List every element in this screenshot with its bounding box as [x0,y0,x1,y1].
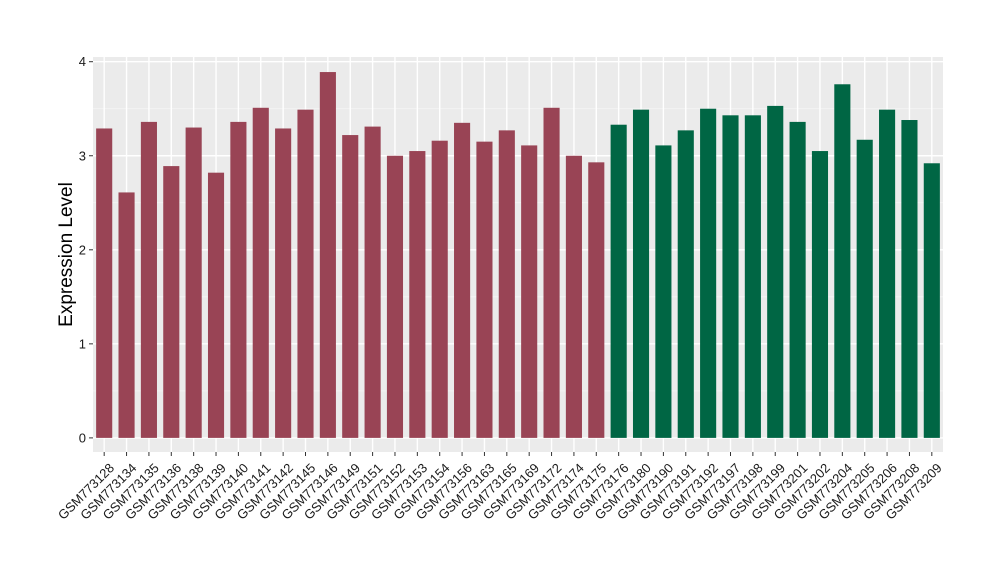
bar-gsm773180 [632,109,650,438]
bar-gsm773134 [118,192,135,438]
bar-gsm773165 [498,130,515,438]
bars [96,72,940,438]
bar-gsm773206 [879,109,896,438]
bar-gsm773198 [744,115,761,438]
y-tick-label: 1 [79,336,86,351]
bar-gsm773204 [834,84,851,438]
bar-gsm773191 [677,130,694,438]
x-axis: GSM773128GSM773134GSM773135GSM773136GSM7… [55,452,945,523]
bar-gsm773174 [565,155,582,438]
bar-gsm773138 [185,127,202,438]
bar-gsm773135 [140,121,157,438]
bar-gsm773209 [923,163,940,438]
y-tick-label: 4 [79,54,86,69]
bar-gsm773205 [856,139,873,438]
y-tick-label: 0 [79,430,86,445]
bar-gsm773208 [901,120,918,438]
bar-gsm773156 [454,122,471,438]
y-axis: 0 1 2 3 4 [79,54,93,445]
bar-gsm773136 [163,166,180,438]
bar-gsm773163 [476,141,493,438]
bar-gsm773145 [297,109,314,438]
bar-gsm773190 [655,145,672,438]
y-tick-label: 2 [79,242,86,257]
bar-gsm773154 [431,140,448,438]
bar-gsm773199 [767,105,784,438]
bar-gsm773172 [543,107,560,438]
bar-gsm773176 [610,124,627,438]
bar-gsm773149 [342,135,359,438]
bar-gsm773141 [252,107,269,438]
bar-gsm773202 [811,151,829,438]
bar-gsm773139 [207,172,225,438]
bar-gsm773201 [789,121,806,438]
bar-gsm773153 [409,151,426,438]
y-tick-label: 3 [79,148,86,163]
bar-gsm773146 [319,72,336,438]
bar-gsm773175 [588,162,605,438]
bar-gsm773140 [230,121,247,438]
bar-gsm773192 [700,108,717,438]
bar-gsm773197 [722,115,739,438]
bar-gsm773151 [364,126,381,438]
y-axis-title: Expression Level [56,182,77,327]
bar-gsm773128 [96,128,113,438]
bar-gsm773169 [521,145,538,438]
bar-gsm773152 [386,155,404,438]
bar-gsm773142 [275,128,292,438]
